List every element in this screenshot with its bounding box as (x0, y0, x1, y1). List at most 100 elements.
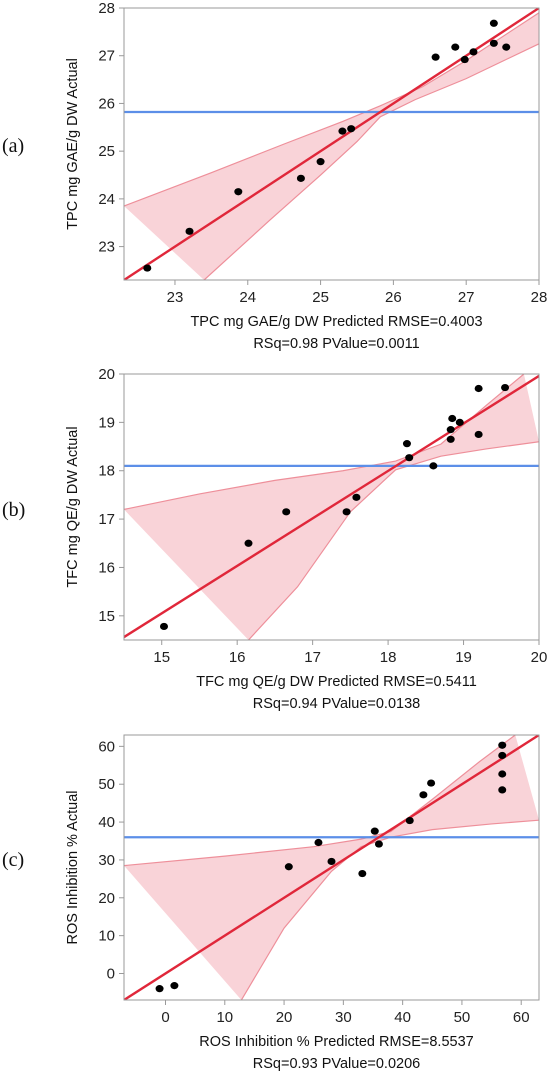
chart-panel-2: 15 16 17 18 19 20 15 16 17 18 19 20 TFC mg QE/g DW P… (2, 366, 547, 712)
x-tick-label: 26 (385, 289, 402, 306)
x-tick-label: 60 (513, 1009, 530, 1026)
data-point (342, 508, 351, 516)
x-axis-title: TPC mg GAE/g DW Predicted RMSE=0.4003 (190, 314, 482, 330)
data-point (155, 985, 164, 993)
y-tick-label: 26 (98, 95, 115, 112)
x-tick-label: 20 (531, 649, 548, 666)
confidence-upper-curve (124, 12, 539, 207)
data-point (429, 462, 438, 470)
x-tick-label: 0 (161, 1009, 169, 1026)
y-tick-label: 19 (98, 414, 115, 431)
data-point (314, 838, 323, 847)
x-tick-label: 15 (153, 649, 170, 666)
data-point (431, 53, 440, 61)
y-tick-label: 40 (98, 814, 115, 831)
y-tick-label: 20 (98, 366, 115, 383)
data-point (296, 174, 305, 182)
y-tick-label: 25 (98, 143, 115, 160)
x-tick-label: 24 (239, 289, 256, 306)
x-tick-label: 19 (455, 649, 472, 666)
y-tick-label: 15 (98, 608, 115, 625)
panel-label: (a) (2, 135, 24, 157)
data-point (498, 751, 507, 760)
y-tick-label: 16 (98, 559, 115, 576)
data-point (419, 791, 428, 799)
data-point (446, 435, 455, 443)
y-tick-label: 23 (98, 239, 115, 256)
data-point (405, 816, 414, 825)
plot-frame (123, 373, 540, 641)
plot-layer (124, 374, 539, 640)
y-tick-label: 60 (98, 738, 115, 755)
y-tick-label: 30 (98, 852, 115, 869)
chart-panel-1: 23 24 25 26 27 28 23 24 25 26 27 28 TPC mg GAE/g DW … (2, 0, 547, 352)
data-point (489, 19, 498, 27)
y-axis-title: ROS Inhibition % Actual (65, 791, 81, 945)
x-tick-label: 20 (276, 1009, 293, 1026)
x-tick-label: 28 (531, 289, 548, 306)
y-tick-label: 10 (98, 928, 115, 945)
data-point (455, 418, 464, 426)
plot-frame (123, 7, 540, 281)
x-tick-label: 17 (304, 649, 321, 666)
y-tick-label: 28 (98, 0, 115, 17)
data-point (143, 264, 152, 272)
data-point (338, 127, 347, 135)
data-point (498, 741, 507, 749)
plot-layer (124, 735, 539, 1000)
data-point (185, 227, 194, 235)
data-point (327, 857, 336, 866)
y-tick-label: 20 (98, 890, 115, 907)
x-axis-title: TFC mg QE/g DW Predicted RMSE=0.5411 (196, 674, 477, 690)
panel-label: (b) (2, 499, 25, 521)
data-point (374, 840, 383, 848)
chart-panel-3: 0 10 20 30 40 50 60 0 10 20 30 40 50 60 ROS Inhibition… (2, 734, 540, 1072)
y-tick-label: 24 (98, 191, 115, 208)
y-axis-title: TFC mg QE/g DW Actual (65, 426, 81, 587)
data-point (316, 158, 325, 166)
fit-line (124, 735, 539, 1000)
x-tick-label: 30 (335, 1009, 352, 1026)
plot-layer (124, 8, 539, 280)
fit-statistics: RSq=0.98 PValue=0.0011 (253, 336, 419, 352)
data-point (448, 414, 457, 423)
confidence-lower-curve (248, 441, 539, 640)
data-point (498, 770, 507, 778)
data-point (451, 43, 460, 51)
y-axis-title: TPC mg GAE/g DW Actual (65, 58, 81, 230)
x-tick-label: 27 (458, 289, 475, 306)
plot-frame (123, 734, 540, 1001)
confidence-lower-curve (203, 43, 539, 280)
data-point (170, 982, 179, 990)
x-tick-label: 23 (167, 289, 184, 306)
x-tick-label: 25 (312, 289, 329, 306)
x-tick-label: 18 (380, 649, 397, 666)
x-tick-label: 40 (394, 1009, 411, 1026)
data-point (460, 55, 469, 64)
data-point (501, 383, 510, 392)
data-point (282, 508, 291, 516)
x-tick-label: 50 (454, 1009, 471, 1026)
data-point (352, 493, 361, 501)
data-point (469, 48, 478, 56)
data-point (498, 786, 507, 794)
x-axis-title: ROS Inhibition % Predicted RMSE=8.5537 (199, 1034, 473, 1050)
data-point (358, 869, 367, 878)
data-point (489, 39, 498, 47)
data-point (159, 622, 168, 631)
data-point (402, 440, 411, 448)
y-tick-label: 0 (107, 966, 115, 983)
y-tick-label: 18 (98, 463, 115, 480)
x-tick-label: 10 (216, 1009, 233, 1026)
confidence-upper-curve (124, 735, 516, 867)
fit-statistics: RSq=0.93 PValue=0.0206 (253, 1056, 420, 1072)
data-point (234, 188, 243, 196)
data-point (427, 779, 436, 787)
y-tick-label: 50 (98, 776, 115, 793)
data-point (502, 43, 511, 51)
data-point (284, 863, 293, 871)
data-point (347, 125, 356, 133)
y-tick-label: 17 (98, 511, 115, 528)
